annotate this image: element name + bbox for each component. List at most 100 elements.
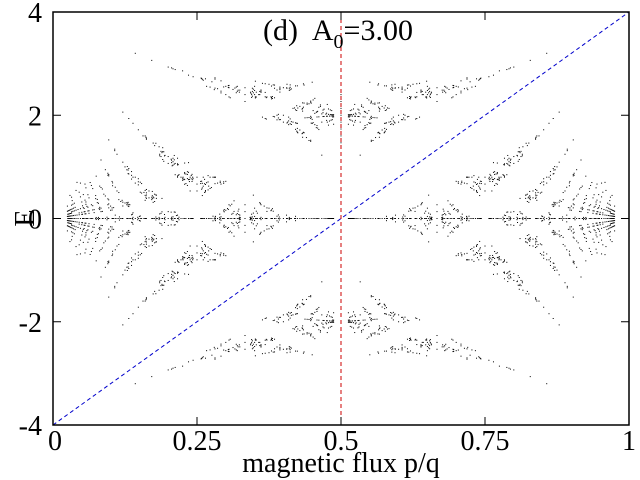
spectrum-point: [466, 220, 468, 222]
spectrum-point: [173, 224, 175, 226]
spectrum-point: [378, 110, 380, 112]
spectrum-point: [548, 259, 550, 261]
spectrum-point: [383, 132, 385, 134]
spectrum-point: [536, 199, 538, 201]
spectrum-point: [192, 179, 194, 181]
spectrum-point: [302, 131, 304, 133]
spectrum-point: [185, 262, 187, 264]
spectrum-point: [270, 339, 272, 341]
spectrum-point: [151, 199, 153, 201]
spectrum-point: [268, 228, 270, 230]
spectrum-point: [430, 92, 432, 94]
spectrum-point: [68, 220, 70, 222]
spectrum-point: [333, 218, 335, 219]
spectrum-point: [391, 118, 393, 120]
spectrum-point: [572, 139, 574, 141]
spectrum-point: [370, 334, 372, 336]
spectrum-point: [532, 190, 534, 192]
spectrum-point: [476, 252, 478, 254]
spectrum-point: [429, 90, 431, 92]
spectrum-point: [171, 162, 173, 164]
spectrum-point: [118, 236, 120, 238]
spectrum-point: [270, 96, 272, 98]
spectrum-point: [384, 313, 386, 315]
spectrum-point: [461, 255, 463, 257]
spectrum-point: [254, 355, 256, 357]
spectrum-point: [525, 219, 527, 221]
spectrum-point: [455, 255, 457, 257]
spectrum-point: [359, 281, 361, 283]
spectrum-point: [128, 262, 130, 264]
spectrum-point: [190, 175, 192, 177]
x-tick-label: 0.5: [324, 426, 359, 457]
spectrum-point: [255, 91, 257, 93]
spectrum-point: [327, 311, 329, 313]
spectrum-point: [69, 220, 71, 222]
spectrum-point: [260, 345, 262, 347]
spectrum-point: [78, 223, 80, 225]
spectrum-point: [359, 314, 361, 316]
spectrum-point: [609, 212, 611, 214]
spectrum-point: [217, 182, 219, 184]
spectrum-point: [608, 218, 610, 219]
spectrum-point: [296, 122, 298, 124]
spectrum-point: [108, 203, 110, 205]
spectrum-point: [220, 216, 222, 218]
spectrum-point: [553, 262, 555, 264]
spectrum-point: [398, 218, 400, 219]
spectrum-point: [357, 218, 359, 219]
spectrum-point: [239, 219, 241, 221]
spectrum-point: [219, 222, 221, 224]
spectrum-point: [311, 354, 313, 356]
spectrum-point: [612, 215, 614, 217]
spectrum-point: [111, 218, 113, 219]
spectrum-point: [178, 219, 180, 221]
spectrum-point: [554, 203, 556, 205]
spectrum-point: [457, 211, 459, 213]
spectrum-point: [227, 207, 229, 209]
spectrum-point: [520, 285, 522, 287]
spectrum-point: [599, 201, 601, 203]
spectrum-point: [114, 287, 116, 289]
spectrum-point: [538, 135, 540, 137]
spectrum-point: [310, 118, 312, 120]
spectrum-point: [593, 241, 595, 243]
spectrum-point: [579, 188, 581, 190]
spectrum-point: [416, 317, 418, 319]
spectrum-point: [369, 354, 371, 356]
spectrum-point: [392, 87, 394, 89]
spectrum-point: [463, 182, 465, 184]
spectrum-point: [601, 196, 603, 198]
spectrum-point: [223, 254, 225, 256]
spectrum-point: [573, 198, 575, 200]
spectrum-point: [609, 220, 611, 222]
spectrum-point: [598, 205, 600, 207]
spectrum-point: [171, 165, 173, 167]
spectrum-point: [171, 273, 173, 275]
spectrum-point: [588, 230, 590, 232]
spectrum-point: [162, 277, 164, 278]
spectrum-point: [321, 154, 323, 156]
spectrum-point: [552, 203, 554, 205]
spectrum-point: [184, 262, 186, 264]
spectrum-point: [520, 223, 522, 225]
spectrum-point: [239, 221, 241, 223]
spectrum-point: [82, 228, 84, 230]
spectrum-point: [111, 226, 113, 228]
spectrum-point: [219, 213, 221, 215]
spectrum-point: [145, 192, 147, 194]
spectrum-point: [325, 322, 327, 324]
spectrum-point: [71, 231, 73, 233]
spectrum-point: [453, 228, 455, 230]
spectrum-point: [474, 218, 476, 219]
spectrum-point: [274, 348, 276, 350]
spectrum-point: [529, 239, 531, 241]
spectrum-point: [167, 211, 169, 213]
spectrum-point: [271, 227, 273, 229]
spectrum-point: [296, 218, 298, 219]
spectrum-point: [75, 189, 77, 191]
spectrum-point: [543, 306, 545, 308]
spectrum-point: [201, 218, 203, 219]
spectrum-point: [509, 273, 511, 275]
spectrum-point: [558, 218, 560, 219]
